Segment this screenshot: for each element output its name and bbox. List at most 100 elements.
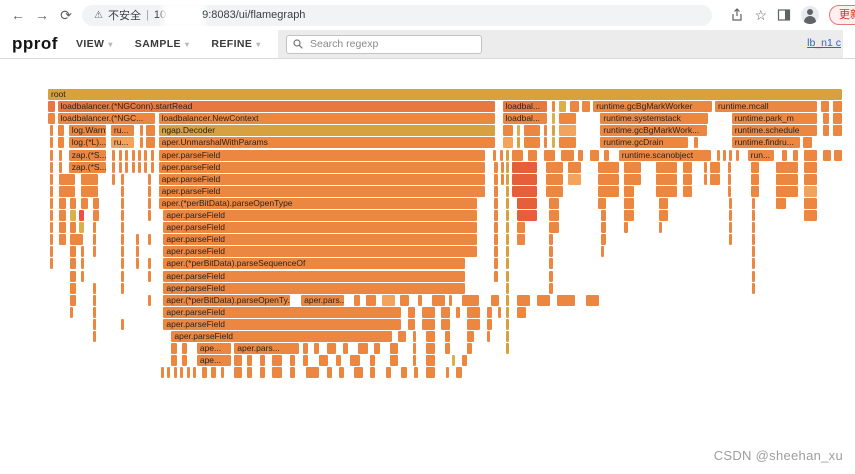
flame-frame-sliver[interactable] [69,221,78,234]
flame-frame-sliver[interactable] [381,293,397,306]
flame-frame-sliver[interactable] [774,184,800,197]
flame-frame-sliver[interactable] [455,305,461,318]
flame-frame-sliver[interactable] [523,136,541,149]
flame-frame-sliver[interactable] [499,172,505,185]
flame-frame-sliver[interactable] [146,257,152,270]
flame-frame-sliver[interactable] [751,269,757,282]
flame-frame-sliver[interactable] [485,305,493,318]
flame-frame-sliver[interactable] [515,209,539,222]
flame-frame-sliver[interactable] [751,233,757,246]
flame-frame-sliver[interactable] [120,184,126,197]
flame-frame-sliver[interactable] [465,305,481,318]
flame-frame-sliver[interactable] [465,342,473,355]
flame-frame[interactable]: loadbalancer.NewContext [157,112,496,125]
flame-frame-sliver[interactable] [749,184,761,197]
flame-frame[interactable]: aper.parseField [162,305,402,318]
flame-frame-sliver[interactable] [511,172,539,185]
flame-frame-sliver[interactable] [505,221,511,234]
flame-frame-sliver[interactable] [658,196,670,209]
flame-frame-sliver[interactable] [751,221,757,234]
flame-frame-sliver[interactable] [58,209,67,222]
flame-frame[interactable]: aper.parseField [162,317,402,330]
flame-frame-sliver[interactable] [490,293,500,306]
flame-frame-sliver[interactable] [602,148,610,161]
flame-frame-sliver[interactable] [727,233,733,246]
flame-frame-sliver[interactable] [80,172,99,185]
flame-frame-sliver[interactable] [548,245,555,258]
flame-frame-sliver[interactable] [91,209,100,222]
flame-frame-sliver[interactable] [69,209,78,222]
flame-frame-sliver[interactable] [774,160,800,173]
flame-frame-sliver[interactable] [271,366,283,379]
flame-frame-sliver[interactable] [288,354,297,367]
flame-frame-sliver[interactable] [191,366,197,379]
flame-frame-sliver[interactable] [734,148,740,161]
flame-frame-sliver[interactable] [600,233,608,246]
flame-frame-sliver[interactable] [623,196,636,209]
flame-frame-sliver[interactable] [448,293,454,306]
flame-frame-sliver[interactable] [48,160,54,173]
flame-frame-sliver[interactable] [751,281,757,294]
flame-frame-sliver[interactable] [425,354,437,367]
flame-frame[interactable]: loadbalancer.(*NGConn).startRead [56,100,496,113]
flame-frame-sliver[interactable] [505,196,511,209]
flame-frame-sliver[interactable] [751,209,757,222]
flame-frame-sliver[interactable] [180,342,188,355]
flame-frame-sliver[interactable] [271,354,283,367]
flame-frame[interactable]: runtime.park_m [730,112,819,125]
flame-frame-sliver[interactable] [726,184,733,197]
flame-frame-sliver[interactable] [505,172,511,185]
flame-frame-sliver[interactable] [134,233,140,246]
flame-frame[interactable]: zap.(*S... [67,148,108,161]
flame-frame-sliver[interactable] [515,293,531,306]
flame-frame[interactable]: runtime.findru... [730,136,801,149]
flame-frame-sliver[interactable] [505,342,511,355]
flame-frame-sliver[interactable] [727,196,733,209]
flame-frame-sliver[interactable] [548,233,555,246]
flame-frame-sliver[interactable] [600,221,608,234]
flame-frame-sliver[interactable] [149,160,155,173]
flame-frame-sliver[interactable] [425,330,437,343]
flame-frame[interactable]: log.(*L)... [67,136,108,149]
flame-frame-sliver[interactable] [515,233,527,246]
reload-icon[interactable]: ⟳ [60,6,72,23]
flame-frame-sliver[interactable] [301,354,309,367]
flame-frame-sliver[interactable] [492,209,500,222]
flame-frame-sliver[interactable] [505,160,511,173]
flame-frame-sliver[interactable] [130,160,136,173]
flame-frame[interactable]: aper.parseField [162,209,478,222]
flame-frame-sliver[interactable] [589,148,601,161]
flame-frame-sliver[interactable] [304,366,320,379]
flame-frame-sliver[interactable] [149,148,155,161]
flame-frame-sliver[interactable] [515,136,522,149]
flame-frame-sliver[interactable] [69,269,78,282]
menu-sample[interactable]: SAMPLE ▾ [135,38,190,50]
flame-frame-sliver[interactable] [58,172,77,185]
flame-frame[interactable]: aper.parseField [162,233,478,246]
flame-frame[interactable]: runtime.gcDrain [599,136,690,149]
flame-frame-sliver[interactable] [79,269,86,282]
flame-frame-sliver[interactable] [325,366,333,379]
flame-frame-sliver[interactable] [545,172,564,185]
flame-frame-sliver[interactable] [111,172,117,185]
flame-frame-sliver[interactable] [258,366,266,379]
flame-frame-sliver[interactable] [492,257,500,270]
flame-frame-sliver[interactable] [144,124,157,137]
flame-frame-sliver[interactable] [146,172,152,185]
flame-frame[interactable]: aper.parseField [170,330,394,343]
flame-frame-sliver[interactable] [146,293,152,306]
flame-frame-sliver[interactable] [79,257,86,270]
flame-frame-sliver[interactable] [124,148,130,161]
flame-frame-sliver[interactable] [91,293,97,306]
flame-frame[interactable]: root [47,88,843,101]
flame-frame[interactable]: aper.parseField [157,172,487,185]
flame-frame-sliver[interactable] [352,293,362,306]
flame-frame-sliver[interactable] [597,160,621,173]
flame-frame-sliver[interactable] [501,136,515,149]
flame-frame-sliver[interactable] [693,136,699,149]
flame-frame-sliver[interactable] [550,124,557,137]
flame-frame-sliver[interactable] [577,148,585,161]
flame-frame-sliver[interactable] [597,196,607,209]
flame-frame[interactable]: runtime.gcBgMarkWorker [592,100,714,113]
flame-frame-sliver[interactable] [48,233,54,246]
